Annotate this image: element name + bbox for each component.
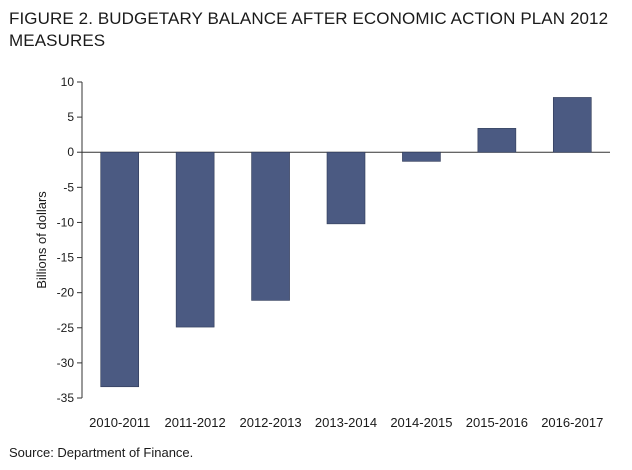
bar [100, 151, 140, 388]
chart-title: FIGURE 2. BUDGETARY BALANCE AFTER ECONOM… [9, 9, 609, 50]
y-axis-label: Billions of dollars [34, 191, 49, 289]
y-tick-label: -15 [57, 251, 75, 265]
bars [100, 97, 592, 388]
x-tick-label: 2014-2015 [390, 415, 452, 430]
x-axis-labels: 2010-2011 2011-2012 2012-2013 2013-2014 2014… [89, 415, 603, 430]
source-note: Source: Department of Finance. [9, 445, 194, 460]
bar [251, 151, 290, 301]
y-tick-label: 0 [67, 145, 74, 159]
bar [477, 128, 517, 153]
y-tick-label: 10 [61, 75, 75, 89]
y-tick-label: -5 [63, 180, 74, 194]
y-tick-label: -20 [57, 286, 75, 300]
y-tick-label: -30 [57, 356, 75, 370]
x-tick-label: 2013-2014 [315, 415, 377, 430]
x-tick-label: 2011-2012 [165, 415, 226, 430]
bar [552, 97, 592, 153]
bar [326, 151, 366, 225]
y-tick-label: -25 [57, 321, 75, 335]
y-tick-label: 5 [67, 110, 74, 124]
y-tick-label: -35 [57, 391, 75, 405]
x-tick-label: 2016-2017 [541, 415, 603, 430]
bar [402, 151, 441, 162]
bar-chart: 10 5 0 -5 -10 -15 -20 -25 -30 -35 2010-2011 2011-2… [34, 75, 610, 430]
bar [175, 151, 215, 328]
y-tick-label: -10 [57, 215, 75, 229]
y-axis: 10 5 0 -5 -10 -15 -20 -25 -30 -35 [57, 75, 610, 405]
x-tick-label: 2012-2013 [239, 415, 301, 430]
x-tick-label: 2015-2016 [466, 415, 528, 430]
x-tick-label: 2010-2011 [89, 415, 150, 430]
